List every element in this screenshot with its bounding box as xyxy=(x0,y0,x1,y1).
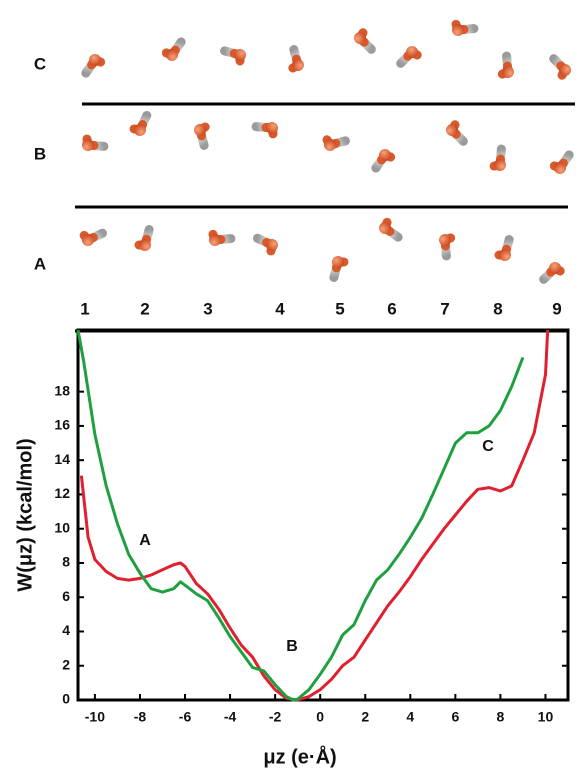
oxygen xyxy=(166,49,178,61)
oxygen xyxy=(446,124,458,136)
oxygen xyxy=(549,262,561,274)
molecule xyxy=(80,124,109,151)
oxygen xyxy=(194,124,206,136)
molecule xyxy=(439,230,465,261)
column-label: 4 xyxy=(275,299,285,318)
molecule xyxy=(205,220,236,246)
column-label: 9 xyxy=(552,299,561,318)
oxygen xyxy=(209,234,221,246)
molecule xyxy=(73,223,108,246)
oxygen xyxy=(554,162,566,174)
y-axis-label: W(μz) (kcal/mol) xyxy=(14,438,36,591)
molecule xyxy=(252,233,278,266)
oxygen xyxy=(134,124,146,136)
molecule xyxy=(279,45,304,78)
oxygen xyxy=(494,159,506,171)
molecule xyxy=(448,10,479,36)
x-tick-label: -10 xyxy=(85,709,105,725)
oxygen xyxy=(379,222,391,234)
x-tick-label: -4 xyxy=(224,709,237,725)
x-tick-label: 2 xyxy=(361,709,369,725)
molecule xyxy=(549,54,571,89)
column-label: 3 xyxy=(203,299,212,318)
oxygen xyxy=(89,54,101,66)
column-label: 7 xyxy=(440,299,449,318)
oxygen xyxy=(452,24,464,36)
x-tick-label: 4 xyxy=(406,709,414,725)
column-label: 6 xyxy=(387,299,396,318)
molecule xyxy=(251,122,280,149)
curve xyxy=(79,329,550,702)
annotation: C xyxy=(482,438,494,455)
x-tick-label: -2 xyxy=(269,709,282,725)
column-label: 5 xyxy=(335,299,344,318)
oxygen xyxy=(354,32,366,44)
y-tick-label: 10 xyxy=(54,519,70,535)
molecule xyxy=(371,149,405,173)
y-tick-label: 12 xyxy=(54,485,70,501)
oxygen xyxy=(292,59,304,71)
annotation: B xyxy=(286,638,298,655)
oxygen xyxy=(234,49,246,61)
molecule xyxy=(488,51,514,82)
oxygen xyxy=(139,239,151,251)
y-tick-label: 0 xyxy=(62,691,70,707)
oxygen xyxy=(406,46,418,58)
molecule xyxy=(329,256,359,282)
x-tick-label: 10 xyxy=(538,709,554,725)
column-label: 1 xyxy=(80,299,89,318)
oxygen xyxy=(82,234,94,246)
molecule xyxy=(379,208,403,242)
y-tick-label: 8 xyxy=(62,554,70,570)
molecule xyxy=(540,150,574,174)
row-label: B xyxy=(34,144,46,163)
oxygen xyxy=(379,149,391,161)
column-label: 8 xyxy=(493,299,502,318)
molecule xyxy=(220,46,246,76)
x-tick-label: -8 xyxy=(134,709,147,725)
molecule xyxy=(119,110,152,136)
annotation: A xyxy=(139,532,151,549)
molecule xyxy=(479,144,506,173)
oxygen xyxy=(324,139,336,151)
oxygen xyxy=(499,249,511,261)
molecule xyxy=(194,117,219,150)
molecule xyxy=(354,19,376,54)
oxygen xyxy=(559,64,571,76)
row-label: C xyxy=(34,54,46,73)
row-label: A xyxy=(34,254,46,273)
y-tick-label: 14 xyxy=(54,451,70,467)
y-tick-label: 4 xyxy=(62,622,70,638)
oxygen xyxy=(502,66,514,78)
x-tick-label: 0 xyxy=(316,709,324,725)
plot-frame xyxy=(76,328,570,702)
x-tick-label: 6 xyxy=(451,709,459,725)
molecule xyxy=(124,225,154,251)
y-tick-label: 18 xyxy=(54,382,70,398)
oxygen xyxy=(266,239,278,251)
x-tick-label: 8 xyxy=(497,709,505,725)
molecule xyxy=(539,262,574,284)
oxygen xyxy=(332,256,344,268)
curve xyxy=(76,329,525,702)
molecule xyxy=(484,235,514,261)
molecule xyxy=(317,126,350,151)
molecule xyxy=(396,46,431,68)
oxygen xyxy=(82,139,94,151)
y-tick-label: 2 xyxy=(62,656,70,672)
column-label: 2 xyxy=(140,299,149,318)
molecule xyxy=(446,111,468,146)
molecule xyxy=(152,37,186,61)
molecule xyxy=(81,54,115,78)
x-axis-label: μz (e·Å) xyxy=(263,744,336,768)
oxygen xyxy=(266,122,278,134)
y-tick-label: 6 xyxy=(62,588,70,604)
y-tick-label: 16 xyxy=(54,417,70,433)
oxygen xyxy=(439,234,451,246)
x-tick-label: -6 xyxy=(179,709,192,725)
